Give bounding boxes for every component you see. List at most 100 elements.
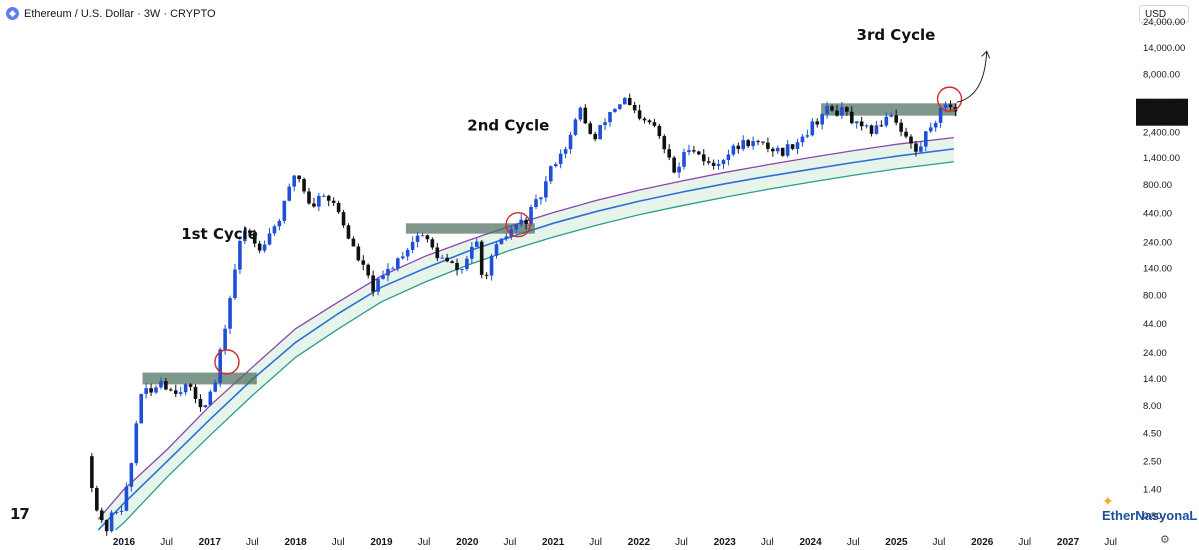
settings-icon[interactable]: ⚙ — [1160, 534, 1170, 546]
candle-body — [267, 233, 272, 245]
candle-body — [341, 212, 346, 226]
candle-body — [593, 133, 597, 140]
candle-body — [756, 141, 760, 143]
candle-body — [307, 191, 311, 204]
candle-body — [178, 392, 183, 394]
candle-body — [465, 258, 469, 269]
band-lower-line — [114, 161, 954, 531]
candle-body — [642, 118, 647, 121]
candle-body — [563, 149, 568, 154]
y-tick-label: 1.40 — [1143, 484, 1162, 495]
candle-body — [731, 145, 736, 155]
x-tick-label: 2027 — [1057, 537, 1080, 548]
candle-body — [933, 122, 938, 128]
candle-body — [761, 141, 765, 143]
candle-body — [697, 151, 701, 155]
candle-body — [534, 199, 538, 207]
candle-body — [583, 107, 588, 124]
resistance-zone — [405, 223, 535, 234]
x-tick-label: Jul — [589, 537, 602, 548]
forecast-arrowhead — [981, 50, 991, 59]
candle-body — [938, 107, 943, 123]
candle-body — [529, 206, 533, 224]
candle-body — [371, 275, 375, 292]
candle-body — [198, 398, 203, 408]
candle-body — [662, 136, 667, 150]
candle-body — [104, 520, 109, 532]
y-tick-label: 4.50 — [1143, 428, 1162, 439]
breakout-circle — [936, 86, 963, 112]
candle-body — [859, 121, 864, 127]
y-tick-label: 8,000.00 — [1143, 70, 1180, 81]
candle-body — [637, 110, 642, 119]
ethereum-icon: ◆ — [6, 7, 19, 20]
candle-body — [381, 275, 385, 279]
candle-body — [415, 235, 420, 242]
candle-body — [598, 125, 602, 140]
candle-body — [795, 142, 800, 149]
candle-body — [435, 247, 440, 259]
x-tick-label: Jul — [332, 537, 345, 548]
price-tag: 4,099.15 6d 13h — [1136, 98, 1188, 126]
y-tick-label: 440.00 — [1143, 209, 1172, 220]
currency-selector[interactable]: USD — [1139, 5, 1189, 23]
candle-body — [928, 127, 933, 132]
candle-body — [450, 261, 454, 263]
candle-body — [924, 131, 928, 147]
candle-body — [169, 389, 173, 391]
x-tick-label: Jul — [675, 537, 688, 548]
candle-body — [558, 153, 563, 165]
candle-body — [716, 164, 721, 166]
y-tick-label: 44.00 — [1143, 319, 1167, 330]
y-axis[interactable]: 0.80 1.40 2.50 4.50 8.00 14.00 24.00 44.00 80.00… — [1134, 17, 1199, 530]
candle-body — [173, 390, 178, 394]
candle-body — [919, 146, 923, 152]
x-tick-label: Jul — [418, 537, 431, 548]
candle-body — [544, 181, 548, 198]
candle-body — [282, 200, 287, 221]
candle-body — [692, 150, 696, 152]
candle-body — [790, 144, 795, 149]
candle-body — [849, 111, 854, 124]
candle-body — [825, 106, 829, 115]
bird-icon: ✦ — [1102, 493, 1114, 509]
candle-body — [509, 229, 514, 237]
candle-body — [183, 384, 188, 393]
candle-body — [356, 246, 361, 261]
candle-body — [815, 121, 820, 125]
resistance-zone — [821, 103, 957, 116]
x-tick-label: Jul — [1018, 537, 1031, 548]
x-axis[interactable]: 2016 Jul 2017 Jul 2018 Jul 2019 Jul 2020 Jul 2021 J… — [113, 537, 1117, 548]
candle-body — [119, 510, 124, 512]
candle-body — [114, 511, 119, 513]
resistance-zones — [142, 103, 957, 385]
x-tick-label: 2023 — [714, 537, 737, 548]
candle-body — [874, 125, 879, 134]
candle-body — [573, 119, 578, 135]
annotation-third-cycle: 3rd Cycle — [857, 26, 936, 44]
candle-body — [351, 238, 356, 247]
candle-body — [336, 202, 341, 213]
candle-body — [657, 125, 662, 137]
candle-body — [99, 510, 104, 521]
annotation-first-cycle: 1st Cycle — [181, 225, 258, 243]
candle-body — [149, 388, 153, 393]
candle-body — [213, 382, 218, 392]
candle-body — [144, 388, 148, 394]
candle-body — [854, 121, 859, 124]
candle-body — [845, 107, 849, 112]
candle-body — [494, 244, 499, 256]
candle-body — [820, 114, 824, 125]
candle-body — [588, 123, 593, 134]
candle-body — [484, 274, 489, 276]
candle-body — [766, 142, 770, 149]
tradingview-logo-icon[interactable]: 17 — [10, 505, 30, 523]
candle-body — [361, 260, 366, 265]
candle-body — [297, 175, 301, 180]
candle-body — [317, 195, 321, 207]
candle-body — [548, 166, 553, 182]
breakout-circle — [505, 211, 531, 238]
candle-body — [272, 226, 277, 234]
symbol-title[interactable]: Ethereum / U.S. Dollar · 3W · CRYPTO — [24, 7, 216, 20]
